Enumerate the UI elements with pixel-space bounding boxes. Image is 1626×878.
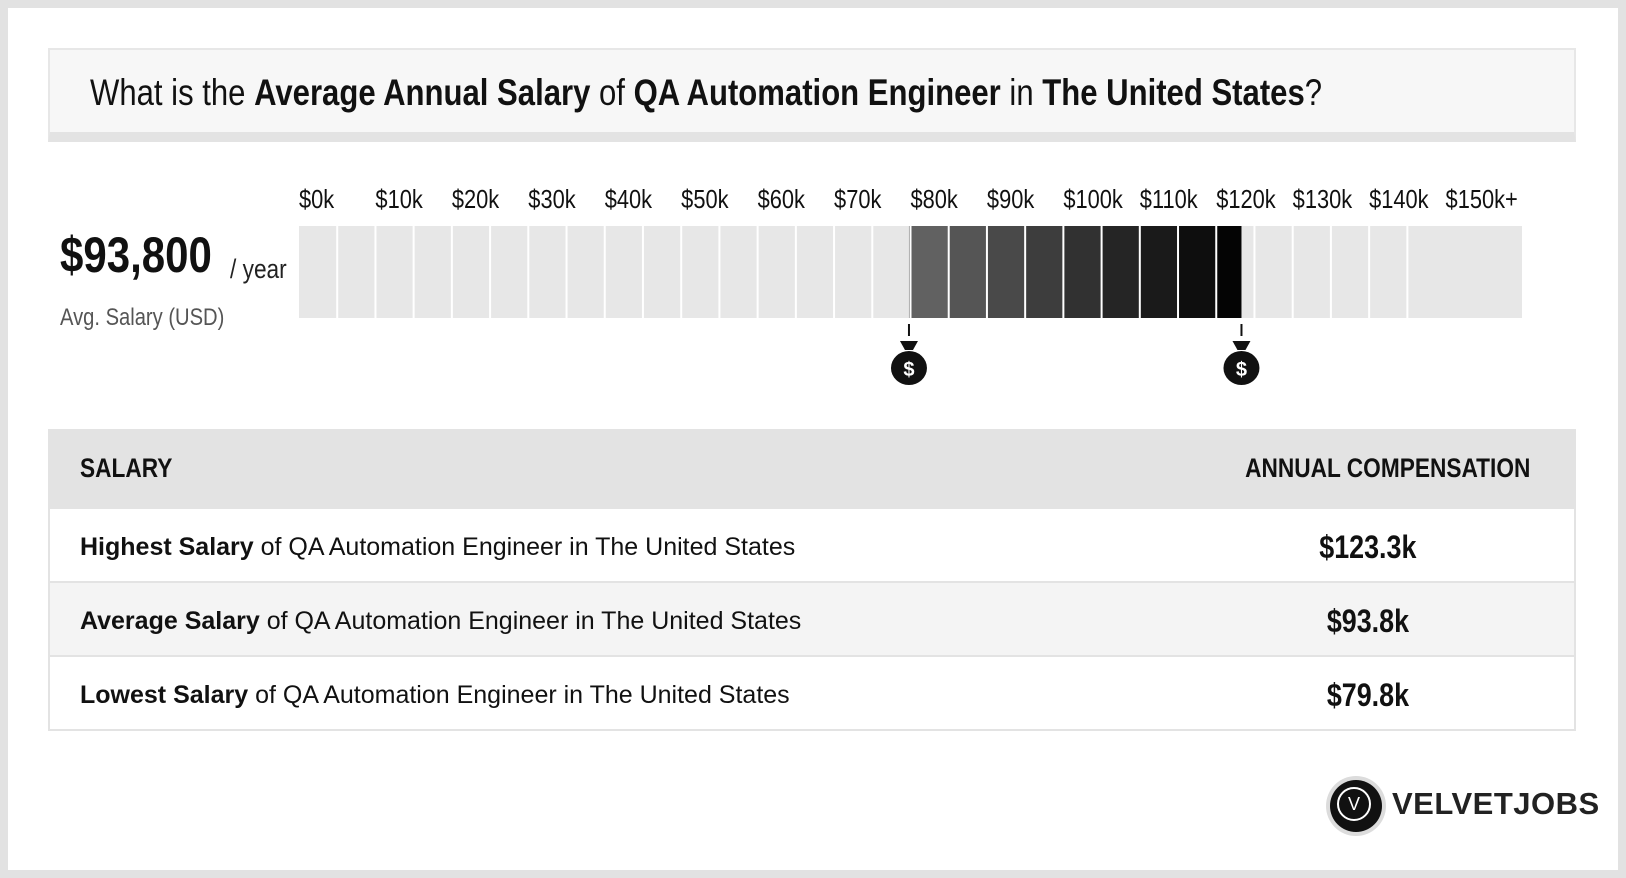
row-description: Lowest Salary of QA Automation Engineer …	[80, 681, 790, 709]
money-bag-icon: $	[1223, 324, 1260, 385]
tick-label: $140k	[1369, 185, 1429, 214]
velvetjobs-logo: V VELVETJOBS	[1330, 778, 1599, 834]
range-segment	[1178, 226, 1217, 318]
range-segment	[1216, 226, 1242, 318]
table-header: SALARY ANNUAL COMPENSATION	[48, 429, 1576, 509]
column-header-salary: SALARY	[80, 453, 173, 483]
logo-circle-icon: V	[1330, 780, 1382, 832]
tick-label: $150k+	[1446, 185, 1518, 214]
range-segment	[910, 226, 949, 318]
logo-wordmark: VELVETJOBS	[1392, 786, 1600, 821]
question-job: QA Automation Engineer	[633, 72, 1001, 113]
table-row-average: Average Salary of QA Automation Engineer…	[50, 581, 1574, 657]
tick-label: $90k	[987, 185, 1035, 214]
range-segment	[948, 226, 987, 318]
question-metric: Average Annual Salary	[254, 72, 591, 113]
row-description: Average Salary of QA Automation Engineer…	[80, 607, 802, 635]
tick-label: $70k	[834, 185, 882, 214]
average-salary-amount: $93,800	[60, 227, 212, 283]
tick-label: $120k	[1216, 185, 1276, 214]
tick-label: $100k	[1063, 185, 1123, 214]
range-segment	[986, 226, 1026, 318]
tick-label: $0k	[299, 185, 335, 214]
svg-text:$: $	[1236, 359, 1247, 381]
table-row-highest: Highest Salary of QA Automation Engineer…	[50, 507, 1574, 583]
range-segment	[1063, 226, 1102, 318]
row-value: $123.3k	[1319, 529, 1417, 565]
salary-card: What is the Average Annual Salary of QA …	[8, 8, 1618, 870]
tick-label: $30k	[528, 185, 576, 214]
tick-label: $80k	[910, 185, 958, 214]
svg-text:$: $	[903, 359, 914, 381]
table-row-lowest: Lowest Salary of QA Automation Engineer …	[50, 655, 1574, 731]
range-segment	[1139, 226, 1179, 318]
tick-label: $40k	[605, 185, 653, 214]
tick-label: $50k	[681, 185, 729, 214]
average-salary-unit: / year	[230, 254, 287, 284]
tick-label: $110k	[1140, 185, 1199, 214]
salary-range-chart: $0k $10k $20k $30k $40k $50k $60k $70k $80k $90k $…	[299, 185, 1522, 385]
salary-table: SALARY ANNUAL COMPENSATION Highest Salar…	[48, 429, 1576, 731]
range-segment	[1101, 226, 1140, 318]
row-value: $79.8k	[1326, 677, 1410, 713]
question-place: The United States	[1042, 72, 1305, 113]
row-value: $93.8k	[1326, 603, 1410, 639]
money-bag-icon: $	[890, 324, 927, 385]
tick-label: $10k	[375, 185, 423, 214]
row-description: Highest Salary of QA Automation Engineer…	[80, 533, 796, 561]
tick-label: $60k	[758, 185, 806, 214]
column-header-compensation: ANNUAL COMPENSATION	[1245, 453, 1531, 483]
question-header: What is the Average Annual Salary of QA …	[48, 48, 1576, 142]
tick-label: $20k	[452, 185, 500, 214]
average-salary-label: Avg. Salary (USD)	[60, 304, 225, 331]
tick-label: $130k	[1293, 185, 1353, 214]
range-segment	[1025, 226, 1064, 318]
question-title: What is the Average Annual Salary of QA …	[90, 72, 1323, 113]
